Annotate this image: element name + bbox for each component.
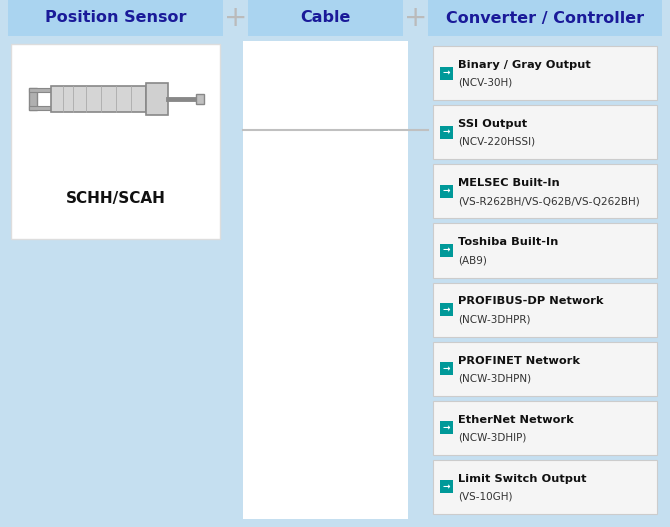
Bar: [11, 44, 220, 239]
Text: Toshiba Built-In: Toshiba Built-In: [458, 237, 558, 247]
Text: Converter / Controller: Converter / Controller: [446, 11, 644, 25]
Text: (NCW-3DHPN): (NCW-3DHPN): [458, 374, 531, 384]
Text: →: →: [443, 423, 450, 432]
Bar: [433, 460, 657, 514]
Text: EtherNet Network: EtherNet Network: [458, 415, 574, 425]
Text: (VS-10GH): (VS-10GH): [458, 492, 513, 502]
Text: →: →: [443, 482, 450, 492]
Bar: [433, 223, 657, 278]
Bar: [29, 88, 36, 110]
Text: (NCV-220HSSI): (NCV-220HSSI): [458, 137, 535, 147]
Bar: [29, 106, 50, 110]
Bar: [29, 88, 50, 92]
Text: Position Sensor: Position Sensor: [45, 11, 186, 25]
Text: (NCV-30H): (NCV-30H): [458, 78, 513, 88]
Bar: [440, 421, 453, 434]
Text: (VS-R262BH/VS-Q62B/VS-Q262BH): (VS-R262BH/VS-Q62B/VS-Q262BH): [458, 196, 640, 206]
Bar: [196, 94, 204, 104]
Bar: [440, 303, 453, 316]
Bar: [440, 66, 453, 80]
Bar: [8, 0, 223, 36]
Text: →: →: [443, 246, 450, 255]
Text: PROFINET Network: PROFINET Network: [458, 356, 580, 366]
Text: PROFIBUS-DP Network: PROFIBUS-DP Network: [458, 297, 604, 306]
Text: +: +: [404, 4, 427, 32]
Bar: [440, 125, 453, 139]
Text: Cable: Cable: [300, 11, 350, 25]
Text: →: →: [443, 305, 450, 314]
Text: (NCW-3DHIP): (NCW-3DHIP): [458, 433, 527, 443]
Bar: [433, 46, 657, 100]
Bar: [428, 0, 662, 36]
Text: MELSEC Built-In: MELSEC Built-In: [458, 178, 559, 188]
Text: Binary / Gray Output: Binary / Gray Output: [458, 60, 591, 70]
Text: (NCW-3DHPR): (NCW-3DHPR): [458, 314, 531, 324]
Bar: [440, 362, 453, 375]
Text: SSI Output: SSI Output: [458, 119, 527, 129]
Bar: [433, 105, 657, 159]
Text: (AB9): (AB9): [458, 255, 487, 265]
Bar: [433, 401, 657, 455]
Text: Limit Switch Output: Limit Switch Output: [458, 474, 586, 484]
Bar: [145, 83, 168, 115]
Text: SCHH/SCAH: SCHH/SCAH: [66, 191, 165, 207]
Text: →: →: [443, 128, 450, 136]
Bar: [50, 86, 145, 112]
Text: →: →: [443, 364, 450, 373]
Bar: [433, 341, 657, 396]
Bar: [243, 41, 408, 519]
Bar: [433, 282, 657, 337]
Bar: [440, 244, 453, 257]
Bar: [0, 0, 234, 527]
Text: →: →: [443, 69, 450, 77]
Bar: [440, 481, 453, 493]
Bar: [433, 164, 657, 218]
Bar: [248, 0, 403, 36]
Bar: [440, 185, 453, 198]
Text: +: +: [224, 4, 247, 32]
Text: →: →: [443, 187, 450, 196]
